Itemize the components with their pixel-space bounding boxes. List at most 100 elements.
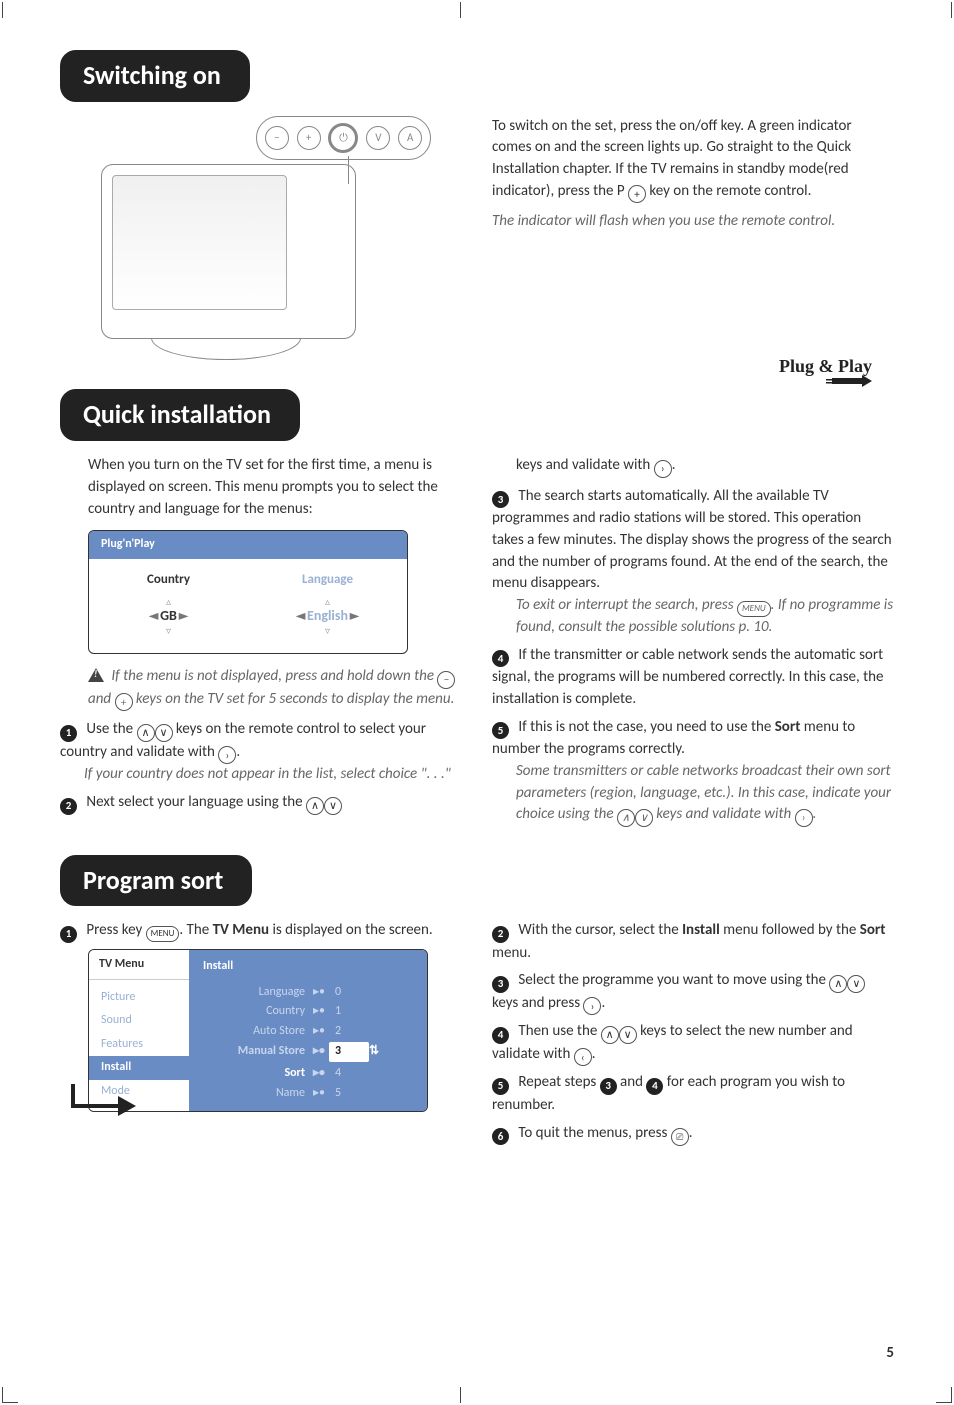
menu-row: Language▸•0 xyxy=(203,983,413,1002)
step-number-5: 5 xyxy=(492,1078,509,1095)
row-label: Name xyxy=(203,1085,313,1102)
tv-button-v: V xyxy=(366,126,390,150)
quick-install-intro: When you turn on the TV set for the firs… xyxy=(60,455,462,520)
right-chevron-icon: ▸ xyxy=(350,606,360,626)
key-up: ∧ xyxy=(137,724,155,742)
menu-row-active: Manual Store▸•3 ⇅ xyxy=(203,1041,413,1062)
body-tail: key on the remote control. xyxy=(646,182,811,200)
step-number-1: 1 xyxy=(60,926,77,943)
row-val: 1 xyxy=(329,1003,369,1020)
pnp-language-col: Language ▵ ◂ English ▸ ▿ xyxy=(268,571,387,636)
pnp-country-col: Country ▵ ◂ GB ▸ ▿ xyxy=(109,571,228,636)
warn-mid: and xyxy=(88,690,115,708)
tv-button-power: ⏻ xyxy=(328,123,358,153)
ps5-b: and xyxy=(617,1073,647,1091)
step-5: 5 If this is not the case, you need to u… xyxy=(492,717,894,827)
tv-graphic: − + ⏻ V A xyxy=(91,116,431,346)
key-down: ∨ xyxy=(635,809,653,827)
row-val: 2 xyxy=(329,1023,369,1040)
menu-left-item: Features xyxy=(89,1033,189,1056)
row-label: Sort xyxy=(203,1065,313,1082)
indicator-note: The indicator will flash when you use th… xyxy=(492,211,894,233)
ps4-a: Then use the xyxy=(518,1022,600,1040)
right-chevron-icon: ▸ xyxy=(179,606,189,626)
warn-a: If the menu is not displayed, press and … xyxy=(111,667,437,685)
step1-note: If your country does not appear in the l… xyxy=(60,764,462,786)
menu-left-header: TV Menu xyxy=(89,950,189,980)
row-val: 3 xyxy=(329,1042,369,1061)
step-number-3: 3 xyxy=(492,491,509,508)
step-number-4: 4 xyxy=(492,1027,509,1044)
right-top-line: keys and validate with ›. xyxy=(492,455,894,478)
step3-text: The search starts automatically. All the… xyxy=(492,487,892,593)
step-number-4: 4 xyxy=(492,650,509,667)
step-1: 1 Use the ∧∨ keys on the remote control … xyxy=(60,719,462,786)
country-label: Country xyxy=(109,571,228,590)
pnp-header: Plug'n'Play xyxy=(89,531,407,558)
step-number-5: 5 xyxy=(492,722,509,739)
key-right: › xyxy=(654,460,672,478)
menu-row: Sort▸•4 xyxy=(203,1063,413,1084)
ps6-text: To quit the menus, press xyxy=(518,1124,670,1142)
ps1-b: . The xyxy=(179,921,212,939)
key-p-plus: + xyxy=(628,185,646,203)
ps3-a: Select the programme you want to move us… xyxy=(518,971,829,989)
page-number: 5 xyxy=(886,1343,894,1365)
crop-mark xyxy=(2,1387,3,1403)
step1-c: . xyxy=(236,743,240,761)
step-4: 4 If the transmitter or cable network se… xyxy=(492,645,894,711)
step5-note: Some transmitters or cable networks broa… xyxy=(492,761,894,827)
section-switching-on: Switching on − + ⏻ V A To switch on t xyxy=(60,50,894,346)
crop-mark xyxy=(951,1387,952,1403)
heading-program-sort: Program sort xyxy=(60,855,252,907)
crop-mark xyxy=(460,1387,461,1403)
svg-text:Plug & Play: Plug & Play xyxy=(779,356,872,376)
tv-body xyxy=(101,164,356,339)
ref-step-4: 4 xyxy=(646,1078,663,1095)
country-value: GB xyxy=(160,607,177,624)
key-menu: MENU xyxy=(146,926,180,942)
key-right: › xyxy=(218,746,236,764)
section-quick-installation: Quick installation When you turn on the … xyxy=(60,389,894,832)
tv-button-panel: − + ⏻ V A xyxy=(256,116,431,160)
quick-install-left-col: When you turn on the TV set for the firs… xyxy=(60,455,462,833)
menu-row: Name▸•5 xyxy=(203,1084,413,1103)
quick-install-right-col: keys and validate with ›. 3 The search s… xyxy=(492,455,894,833)
tv-illustration-col: − + ⏻ V A xyxy=(60,116,462,346)
menu-right-panel: Install Language▸•0 Country▸•1 Auto Stor… xyxy=(189,950,427,1112)
ref-step-3: 3 xyxy=(600,1078,617,1095)
ps1-a: Press key xyxy=(86,921,145,939)
menu-left-item-active: Install xyxy=(89,1056,189,1079)
key-up: ∧ xyxy=(617,809,635,827)
row-val: 4 xyxy=(329,1064,369,1083)
key-menu: MENU xyxy=(737,601,771,617)
key-plus: + xyxy=(115,693,133,711)
step5-note-b: keys and validate with xyxy=(653,805,795,823)
ps3-b: keys and press xyxy=(492,994,583,1012)
updown-icon: ⇅ xyxy=(369,1043,379,1060)
ps1-c: is displayed on the screen. xyxy=(269,921,433,939)
step-3: 3 The search starts automatically. All t… xyxy=(492,486,894,639)
step-number-2: 2 xyxy=(492,926,509,943)
crop-mark xyxy=(936,1402,952,1403)
step-2: 2 Next select your language using the ∧∨ xyxy=(60,792,462,815)
tv-screen xyxy=(112,175,287,310)
crop-mark xyxy=(951,2,952,18)
row-label: Country xyxy=(203,1003,313,1020)
crop-mark xyxy=(460,2,461,18)
ps1-bold: TV Menu xyxy=(213,921,269,939)
step-number-6: 6 xyxy=(492,1128,509,1145)
crop-mark xyxy=(2,1402,18,1403)
key-down: ∨ xyxy=(324,797,342,815)
program-sort-right-col: 2 With the cursor, select the Install me… xyxy=(492,920,894,1152)
ps-step-4: 4 Then use the ∧∨ keys to select the new… xyxy=(492,1021,894,1066)
switching-on-text: To switch on the set, press the on/off k… xyxy=(492,116,894,346)
row-label: Auto Store xyxy=(203,1023,313,1040)
ps-step-6: 6 To quit the menus, press ⎚. xyxy=(492,1123,894,1147)
heading-quick-installation: Quick installation xyxy=(60,389,300,441)
switching-on-paragraph: To switch on the set, press the on/off k… xyxy=(492,116,894,204)
ps2-c: menu. xyxy=(492,944,531,962)
key-up: ∧ xyxy=(601,1026,619,1044)
up-arrow-icon: ▵ xyxy=(268,598,387,606)
menu-left-item: Sound xyxy=(89,1009,189,1032)
